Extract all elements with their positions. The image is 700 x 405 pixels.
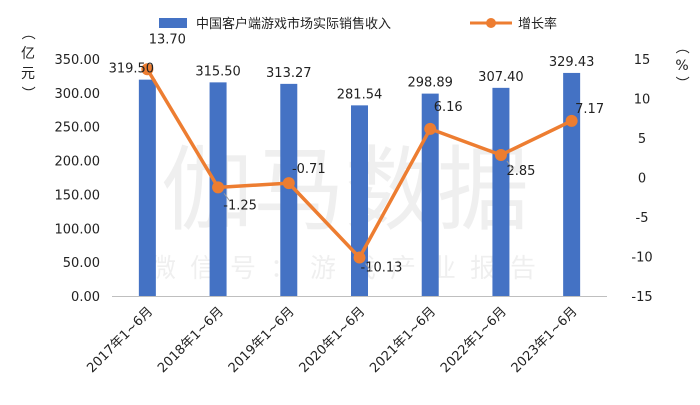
bar-value-label: 307.40 [478, 70, 524, 85]
right-tick-label: 15 [634, 53, 651, 68]
left-axis-label-char: 亿 [21, 46, 35, 62]
x-tick-label: 2023年1~6月 [509, 304, 581, 376]
left-axis-label-char: 元 [21, 66, 35, 82]
x-tick-label: 2022年1~6月 [438, 304, 510, 376]
growth-rate-point [565, 114, 578, 127]
growth-rate-label: 2.85 [506, 164, 535, 179]
x-tick-label: 2021年1~6月 [367, 304, 439, 376]
growth-rate-point [282, 177, 295, 190]
right-tick-label: 0 [638, 172, 646, 187]
bar-value-label: 315.50 [195, 64, 241, 79]
growth-rate-label: 6.16 [434, 100, 463, 115]
bar-value-label: 298.89 [407, 76, 453, 91]
left-axis-label-char: （ [19, 26, 35, 40]
growth-rate-label: -0.71 [292, 162, 326, 177]
left-tick-label: 350.00 [55, 53, 101, 68]
x-tick-label: 2017年1~6月 [84, 304, 156, 376]
bar [421, 93, 439, 297]
growth-rate-point [424, 122, 437, 135]
growth-rate-label: -1.25 [223, 198, 257, 213]
right-tick-label: 5 [638, 132, 646, 147]
bar [138, 79, 156, 296]
legend-label-line: 增长率 [518, 16, 557, 32]
right-axis-label-char: % [675, 58, 688, 74]
right-axis-ticks: -15 -10 -5 0 5 10 15 [631, 53, 652, 305]
x-tick-label: 2018年1~6月 [155, 304, 227, 376]
left-tick-label: 0.00 [71, 290, 100, 305]
legend-label-bar: 中国客户端游戏市场实际销售收入 [196, 16, 391, 32]
legend-marker-line [486, 18, 496, 28]
label-leader-line [365, 263, 372, 272]
bar-value-label: 329.43 [549, 55, 595, 70]
left-tick-label: 250.00 [55, 121, 101, 136]
x-tick-label: 2019年1~6月 [226, 304, 298, 376]
growth-rate-label: 7.17 [575, 102, 604, 117]
growth-rate-point [494, 148, 507, 161]
bar [563, 72, 581, 296]
left-tick-label: 150.00 [55, 188, 101, 203]
bar-value-label: 281.54 [337, 87, 383, 102]
legend: 中国客户端游戏市场实际销售收入 增长率 [159, 16, 557, 32]
legend-swatch-bar [159, 18, 187, 28]
growth-rate-point [141, 63, 154, 76]
left-tick-label: 200.00 [55, 155, 101, 170]
right-tick-label: -10 [631, 251, 652, 266]
right-tick-label: -15 [631, 290, 652, 305]
x-tick-label: 2020年1~6月 [297, 304, 369, 376]
bar-value-label: 319.50 [109, 62, 155, 77]
label-leader-line [223, 193, 231, 202]
right-axis-label: （% ） [673, 40, 689, 90]
left-tick-label: 300.00 [55, 87, 101, 102]
growth-rate-label: 13.70 [149, 32, 186, 47]
growth-rate-point [212, 181, 225, 194]
right-tick-label: -5 [636, 211, 649, 226]
data-labels: 319.50 315.50 313.27 281.54 298.89 307.40 329.… [109, 32, 605, 275]
bar [280, 83, 298, 296]
label-leader-line [506, 160, 514, 170]
left-axis-label-char: ） [19, 86, 35, 100]
left-axis-ticks: 0.00 50.00 100.00 150.00 200.00 250.00 300.00 3… [55, 53, 101, 305]
right-tick-label: 10 [634, 93, 651, 108]
right-axis-label-char: （ [673, 40, 689, 54]
line-series [141, 63, 578, 264]
bar-value-label: 313.27 [266, 66, 312, 81]
left-tick-label: 100.00 [55, 222, 101, 237]
left-axis-label: （ 亿元 ） [19, 26, 35, 100]
left-tick-label: 50.00 [63, 256, 100, 271]
x-axis-ticks: 2017年1~6月2018年1~6月2019年1~6月2020年1~6月2021… [84, 304, 580, 376]
growth-rate-label: -10.13 [361, 261, 403, 276]
growth-rate-point [353, 251, 366, 264]
right-axis-label-char: ） [673, 76, 689, 90]
bar [492, 87, 510, 296]
